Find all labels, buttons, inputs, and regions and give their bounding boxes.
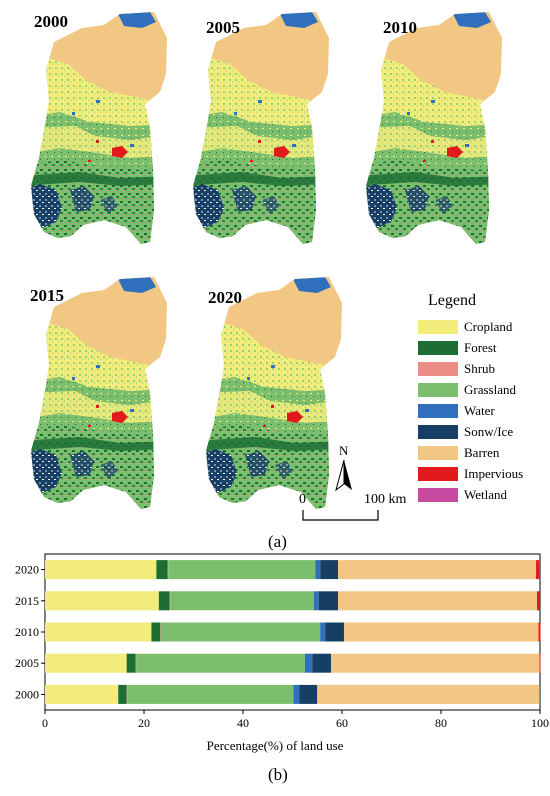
bar-segment [304, 653, 313, 673]
bar-segment [136, 653, 305, 673]
legend-label: Forest [464, 340, 497, 355]
bar-segment [45, 622, 152, 642]
x-tick-label: 20 [138, 716, 150, 730]
legend-swatch [418, 383, 458, 397]
bar-segment [151, 622, 161, 642]
north-label: N [339, 443, 349, 458]
legend-swatch [418, 320, 458, 334]
scale-end-label: 100 km [364, 492, 407, 507]
y-tick-label: 2015 [15, 594, 39, 608]
bar-segment [317, 684, 540, 704]
bar-segment [45, 591, 159, 611]
bar-segment [343, 622, 539, 642]
y-tick-label: 2010 [15, 625, 39, 639]
legend-item: Forest [418, 339, 497, 357]
bar-segment [158, 591, 170, 611]
map-2000 [20, 0, 175, 250]
legend-title: Legend [428, 292, 476, 309]
bar-segment [331, 653, 540, 673]
bar-segment [320, 622, 326, 642]
bar-segment [325, 622, 344, 642]
legend: Cropland Forest Shrub Grassland Water Sonw/Ic… [418, 318, 548, 508]
bar-segment [320, 560, 339, 580]
bar-segment [170, 591, 314, 611]
legend-label: Shrub [464, 361, 496, 376]
legend-label: Barren [464, 445, 500, 460]
bar-segment [293, 684, 300, 704]
bar-segment [315, 560, 321, 580]
bar-segment [45, 653, 127, 673]
x-tick-label: 60 [336, 716, 348, 730]
legend-item: Water [418, 402, 495, 420]
bar-segment [126, 653, 136, 673]
legend-swatch [418, 425, 458, 439]
legend-label: Wetland [464, 487, 507, 502]
map-year-label: 2005 [206, 18, 240, 37]
bar-segment [313, 591, 319, 611]
legend-item: Cropland [418, 318, 512, 336]
y-tick-label: 2005 [15, 656, 39, 670]
bar-segment [127, 684, 294, 704]
land-use-maps [0, 0, 550, 521]
bar-segment [318, 591, 339, 611]
bar-segment [45, 560, 157, 580]
legend-item: Impervious [418, 465, 523, 483]
x-tick-label: 0 [42, 716, 48, 730]
land-use-bar-chart: 2020 2015 2010 2005 2000 0 20 40 60 80 100 [15, 553, 549, 730]
map-year-label: 2000 [34, 12, 68, 31]
legend-label: Impervious [464, 466, 524, 481]
legend-swatch [418, 341, 458, 355]
legend-label: Water [464, 403, 495, 418]
bar-segment [299, 684, 318, 704]
legend-label: Sonw/Ice [464, 424, 514, 439]
bar-segment [539, 653, 541, 673]
bar-segment [338, 560, 537, 580]
legend-item: Grassland [418, 381, 516, 399]
y-tick-label: 2000 [15, 687, 39, 701]
legend-swatch [418, 404, 458, 418]
legend-swatch [418, 362, 458, 376]
map-2010 [355, 0, 510, 250]
bar-segment [536, 560, 540, 580]
legend-swatch [418, 488, 458, 502]
bar-segment [118, 684, 127, 704]
legend-item: Shrub [418, 360, 495, 378]
bar-segment [537, 591, 540, 611]
legend-item: Barren [418, 444, 499, 462]
x-tick-label: 100 [531, 716, 549, 730]
map-year-label: 2015 [30, 286, 64, 305]
y-tick-label: 2020 [15, 563, 39, 577]
bar-segment [168, 560, 316, 580]
scale-start-label: 0 [299, 492, 306, 507]
map-year-label: 2020 [208, 288, 242, 307]
legend-swatch [418, 467, 458, 481]
legend-label: Grassland [464, 382, 516, 397]
bar-segment [338, 591, 538, 611]
legend-item: Sonw/Ice [418, 423, 513, 441]
bar-segment [156, 560, 168, 580]
map-year-label: 2010 [383, 18, 417, 37]
x-tick-label: 40 [237, 716, 249, 730]
bar-segment [45, 684, 119, 704]
bar-segment [538, 622, 541, 642]
legend-swatch [418, 446, 458, 460]
legend-item: Wetland [418, 486, 507, 504]
x-axis-label: Percentage(%) of land use [206, 738, 344, 753]
bar-segment [160, 622, 321, 642]
bar-segment [312, 653, 332, 673]
legend-label: Cropland [464, 319, 513, 334]
scale-bar [302, 510, 379, 521]
panel-b-caption: (b) [268, 765, 288, 784]
x-tick-label: 80 [435, 716, 447, 730]
panel-a-caption: (a) [268, 532, 287, 551]
north-arrow-icon [335, 459, 352, 492]
